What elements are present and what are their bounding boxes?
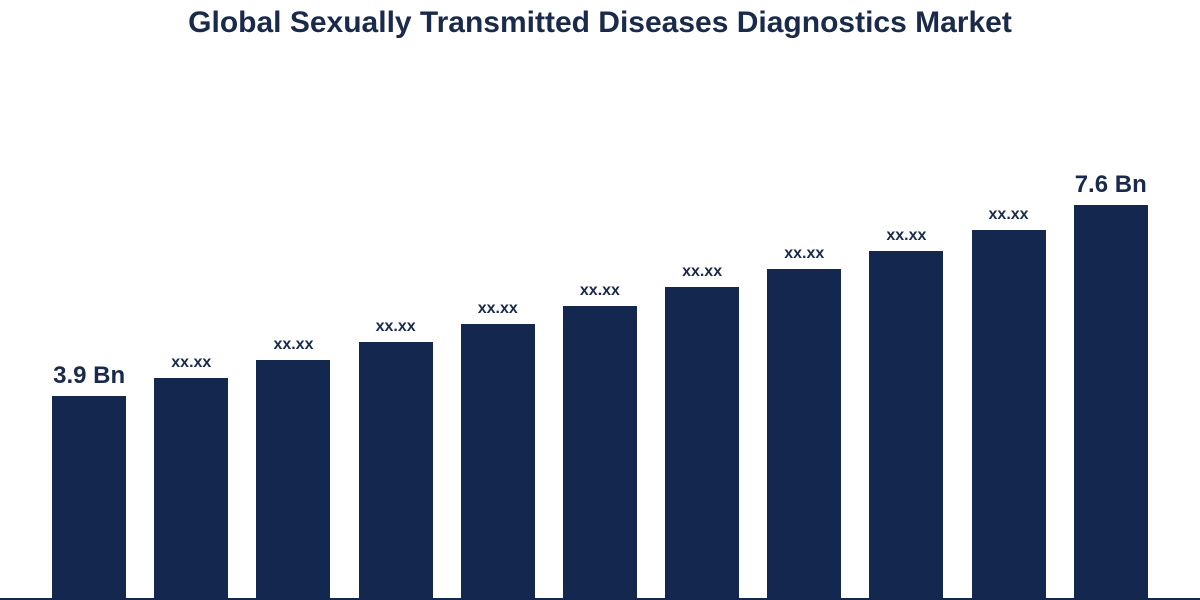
- chart-container: Global Sexually Transmitted Diseases Dia…: [0, 0, 1200, 600]
- bar-value-label: xx.xx: [376, 318, 416, 336]
- chart-title: Global Sexually Transmitted Diseases Dia…: [188, 0, 1012, 42]
- bar-cell: 3.9 Bn: [52, 362, 126, 598]
- bar-cell: xx.xx: [461, 300, 535, 598]
- bar-cell: xx.xx: [869, 227, 943, 598]
- plot-area: 3.9 Bn xx.xx xx.xx xx.xx xx.xx xx.xx xx.xx xx.x…: [0, 42, 1200, 600]
- bar-value-label: xx.xx: [273, 336, 313, 354]
- bar-value-label: xx.xx: [886, 227, 926, 245]
- bar: [154, 378, 228, 598]
- bar-value-label: xx.xx: [580, 282, 620, 300]
- bars-row: 3.9 Bn xx.xx xx.xx xx.xx xx.xx xx.xx xx.xx xx.x…: [0, 158, 1200, 598]
- bar: [461, 324, 535, 598]
- bar-value-label: xx.xx: [682, 263, 722, 281]
- bar: [972, 230, 1046, 598]
- bar-cell: xx.xx: [665, 263, 739, 598]
- bar: [665, 287, 739, 598]
- bar: [359, 342, 433, 598]
- bar-value-label: xx.xx: [171, 354, 211, 372]
- bar-cell: xx.xx: [256, 336, 330, 598]
- bar-value-label: 3.9 Bn: [53, 362, 125, 390]
- bar-value-label: xx.xx: [478, 300, 518, 318]
- bar-cell: xx.xx: [359, 318, 433, 598]
- bar-cell: 7.6 Bn: [1074, 171, 1148, 598]
- bar-value-label: 7.6 Bn: [1075, 171, 1147, 199]
- bar-cell: xx.xx: [154, 354, 228, 598]
- bar: [563, 306, 637, 598]
- bar-value-label: xx.xx: [989, 206, 1029, 224]
- bar-cell: xx.xx: [972, 206, 1046, 598]
- bar: [52, 396, 126, 598]
- bar: [869, 251, 943, 598]
- bar-value-label: xx.xx: [784, 245, 824, 263]
- bar: [256, 360, 330, 598]
- bar-cell: xx.xx: [563, 282, 637, 598]
- bar: [1074, 205, 1148, 598]
- bar-cell: xx.xx: [767, 245, 841, 598]
- bar: [767, 269, 841, 598]
